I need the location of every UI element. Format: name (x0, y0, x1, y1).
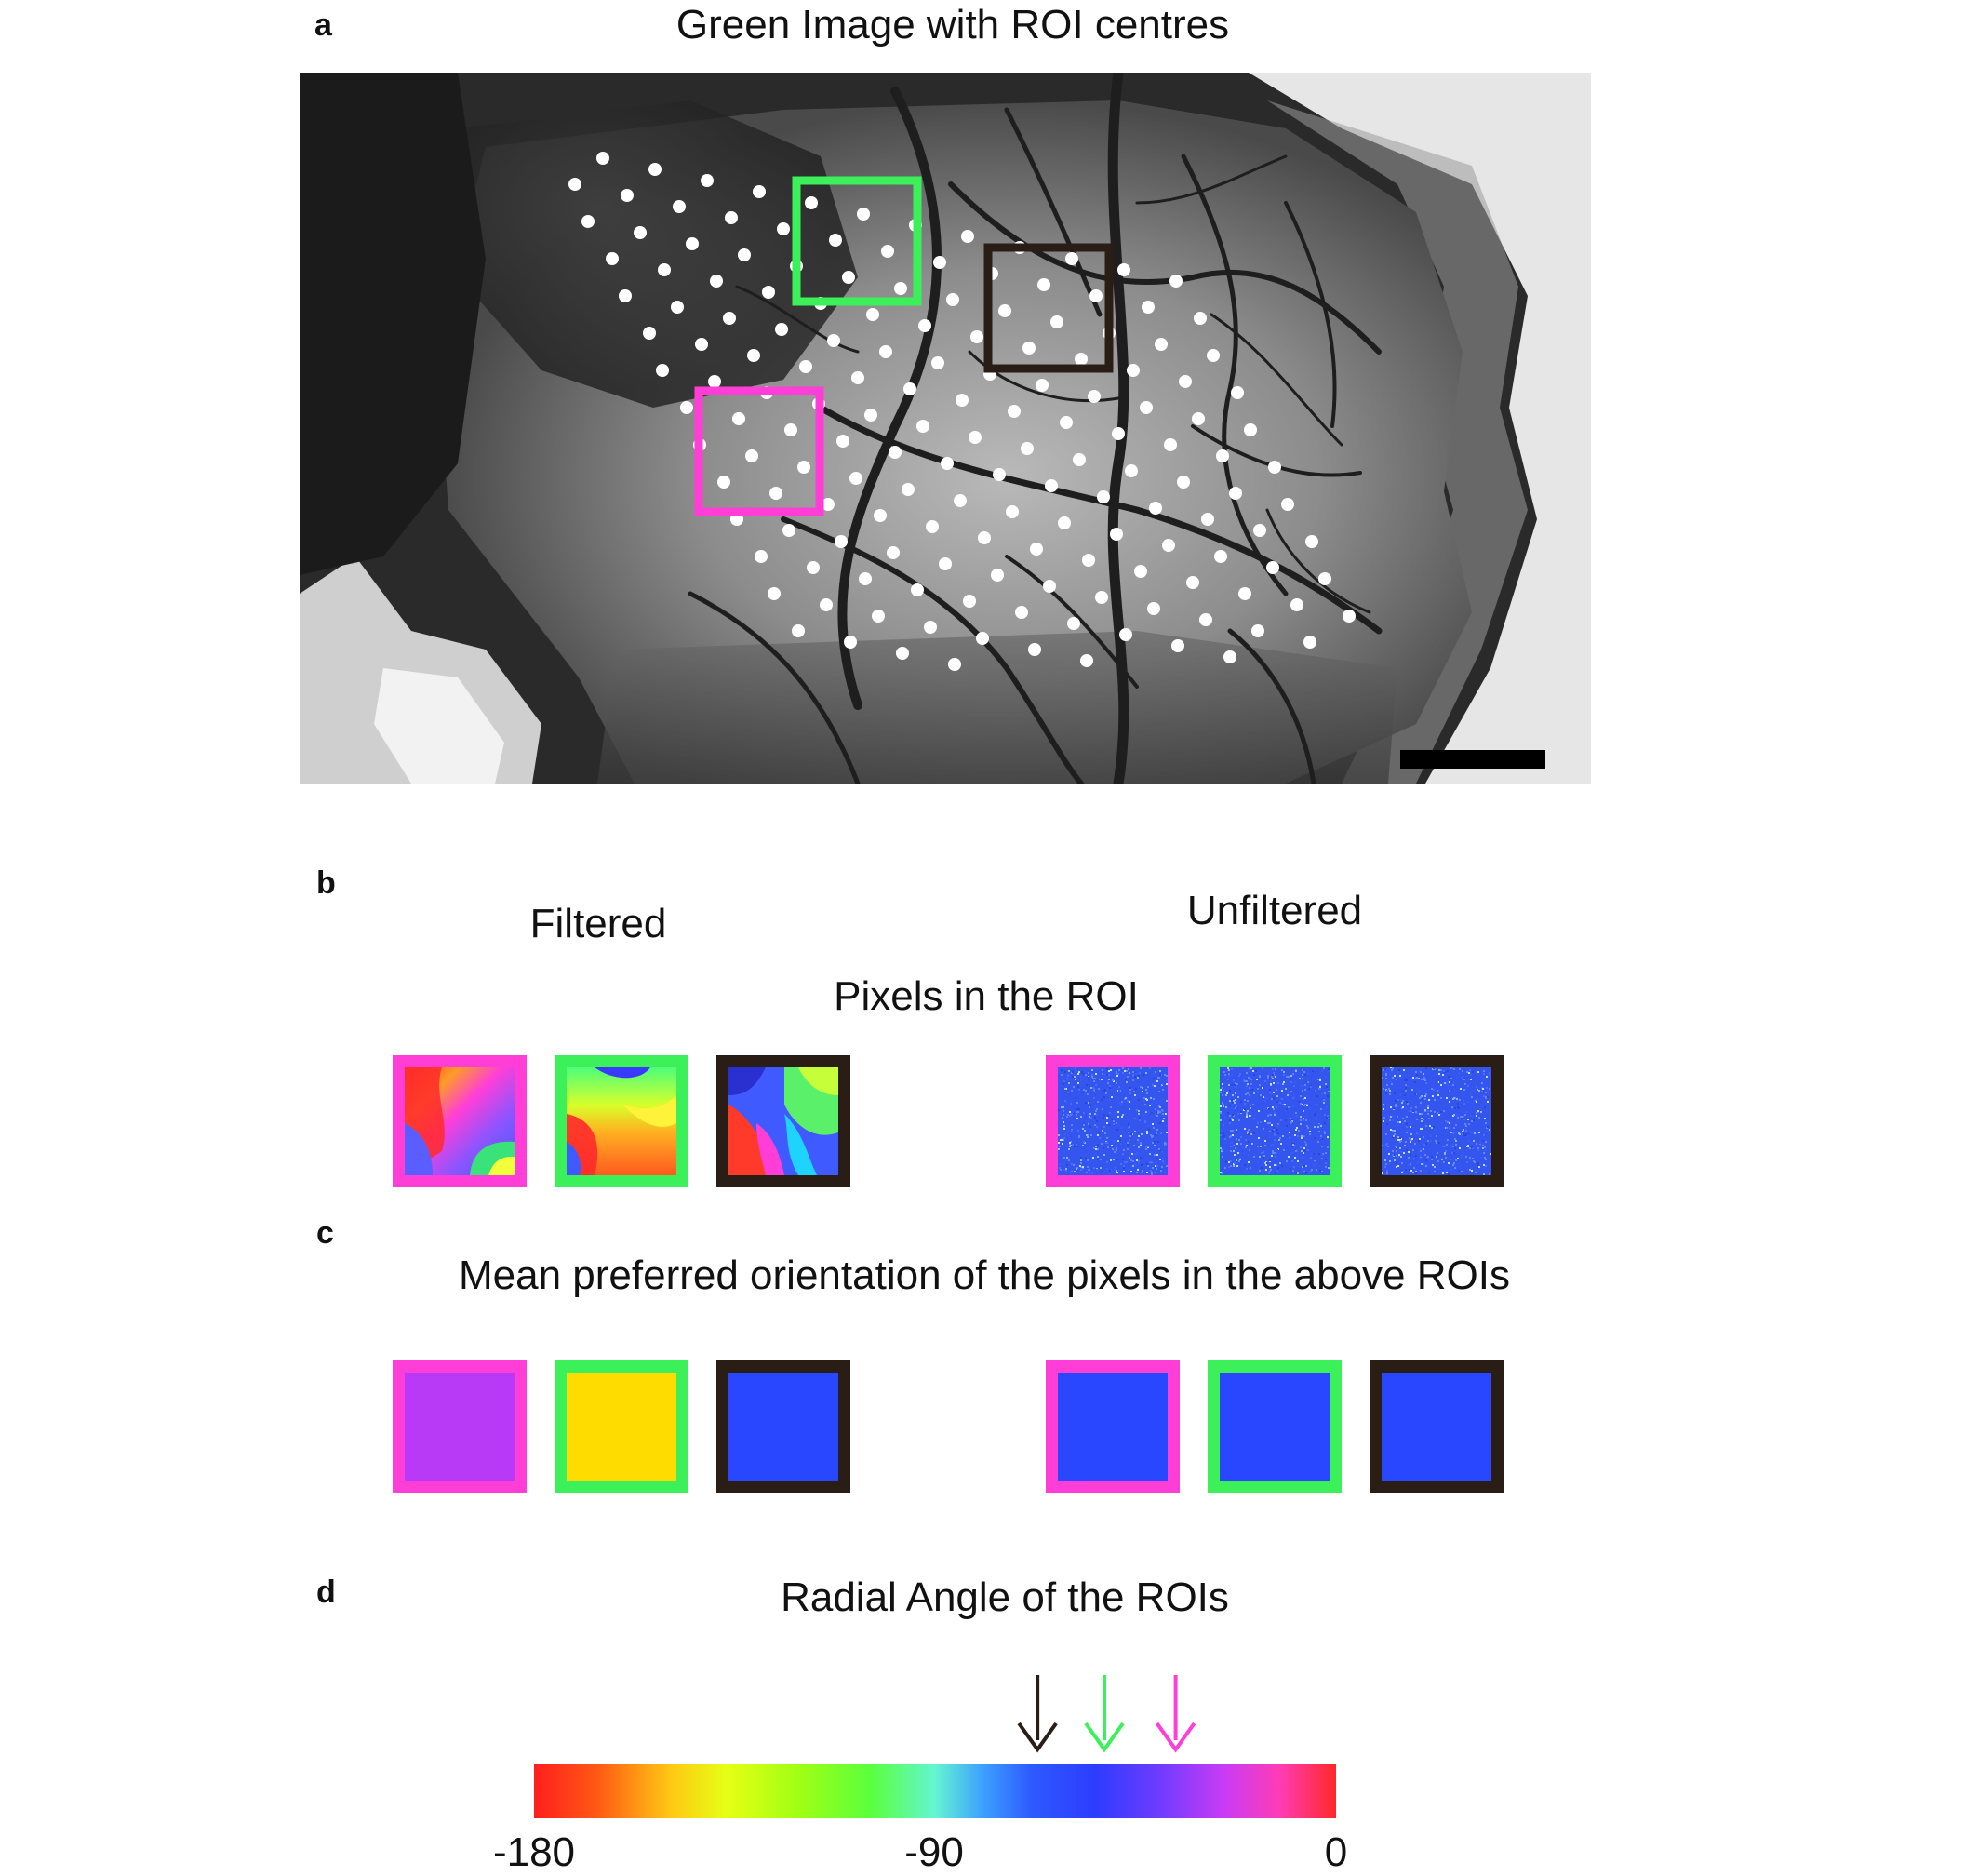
roi-angle-arrows (1017, 1675, 1196, 1753)
brain-image (300, 73, 1591, 784)
magenta-roi-box (694, 386, 824, 516)
panel-b-letter: b (316, 865, 336, 901)
filtered-green-mean-tile (555, 1360, 688, 1493)
colorbar (534, 1764, 1336, 1818)
scale-bar (1400, 750, 1545, 769)
brown-roi-box (983, 243, 1114, 373)
unfiltered-magenta-roi-tile (1046, 1055, 1180, 1187)
filtered-magenta-roi-tile (393, 1055, 527, 1187)
panel-a-title: Green Image with ROI centres (675, 2, 1230, 47)
colorbar-tick-min: -180 (492, 1829, 576, 1875)
panel-d-title: Radial Angle of the ROIs (781, 1574, 1229, 1620)
radial-angle-colorbar-figure (534, 1675, 1336, 1818)
filtered-brown-mean-tile (716, 1360, 850, 1493)
unfiltered-magenta-mean-tile (1046, 1360, 1180, 1493)
brown-arrow (1017, 1675, 1058, 1753)
unfiltered-brown-roi-tile (1370, 1055, 1504, 1187)
magenta-arrow (1155, 1675, 1196, 1753)
panel-c-letter: c (316, 1215, 334, 1251)
filtered-magenta-mean-tile (393, 1360, 527, 1493)
colorbar-tick-mid: -90 (904, 1829, 964, 1875)
filtered-green-roi-tile (555, 1055, 688, 1187)
panel-a-letter: a (314, 7, 332, 43)
unfiltered-green-mean-tile (1208, 1360, 1342, 1493)
pixels-in-roi-subtitle: Pixels in the ROI (834, 973, 1139, 1019)
colorbar-tick-max: 0 (1324, 1829, 1348, 1875)
green-arrow (1084, 1675, 1125, 1753)
unfiltered-brown-mean-tile (1370, 1360, 1504, 1493)
filtered-label: Filtered (529, 901, 667, 946)
unfiltered-green-roi-tile (1208, 1055, 1342, 1187)
panel-d-letter: d (316, 1574, 336, 1610)
green-roi-box (792, 176, 922, 306)
panel-c-title: Mean preferred orientation of the pixels… (459, 1253, 1510, 1298)
green-image (300, 73, 1591, 784)
filtered-brown-roi-tile (716, 1055, 850, 1187)
unfiltered-label: Unfiltered (1186, 888, 1363, 933)
